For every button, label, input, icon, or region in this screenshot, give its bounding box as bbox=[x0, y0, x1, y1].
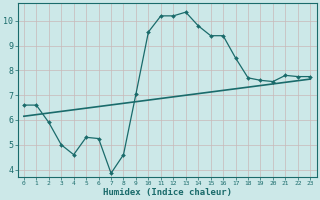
X-axis label: Humidex (Indice chaleur): Humidex (Indice chaleur) bbox=[103, 188, 232, 197]
